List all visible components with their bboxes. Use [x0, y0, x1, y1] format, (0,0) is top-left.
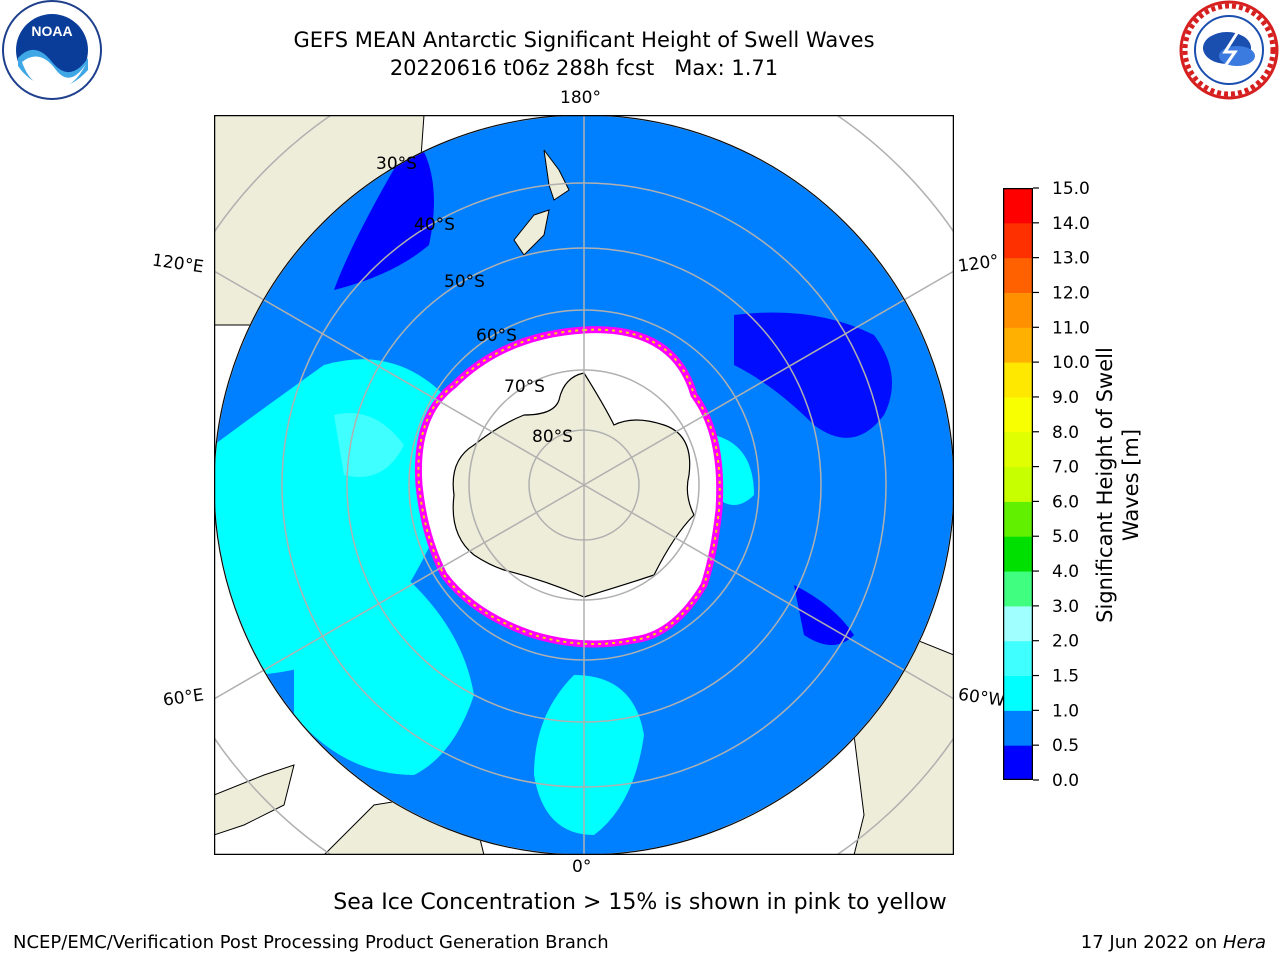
lon-label-180: 180° — [560, 88, 601, 108]
colorbar-bin-12 — [1003, 327, 1033, 363]
colorbar-tick-label: 13.0 — [1052, 249, 1090, 269]
colorbar-bin-10 — [1003, 396, 1033, 433]
swell-cyan-east — [714, 435, 754, 505]
colorbar-bin-4 — [1003, 605, 1033, 642]
title-line-2: 20220616 t06z 288h fcst Max: 1.71 — [389, 56, 779, 80]
colorbar-bin-0 — [1003, 745, 1033, 780]
colorbar-tick-label: 8.0 — [1052, 423, 1079, 443]
nws-logo-icon — [1179, 0, 1279, 100]
colorbar-bin-7 — [1003, 501, 1033, 537]
colorbar-bin-13 — [1003, 292, 1033, 328]
swell-cyan-south — [534, 675, 644, 835]
colorbar-tick-label: 9.0 — [1052, 388, 1079, 408]
colorbar-tick-label: 1.0 — [1052, 701, 1079, 721]
colorbar-bin-6 — [1003, 536, 1033, 572]
colorbar-bin-9 — [1003, 431, 1033, 468]
lon-label-60e: 60°E — [161, 685, 206, 711]
colorbar-bin-8 — [1003, 466, 1033, 502]
colorbar-bin-14 — [1003, 257, 1033, 293]
madagascar-land — [214, 764, 295, 836]
lat-label-50s: 50°S — [444, 272, 485, 292]
lon-label-120e: 120°E — [150, 250, 205, 278]
footer-credit: NCEP/EMC/Verification Post Processing Pr… — [13, 932, 609, 953]
colorbar-tick-label: 3.0 — [1052, 597, 1079, 617]
noaa-logo-icon: NOAA — [2, 0, 102, 100]
swell-light-cyan — [334, 413, 404, 477]
colorbar-tick-label: 14.0 — [1052, 214, 1090, 234]
colorbar-label-line1: Significant Height of Swell — [1093, 347, 1117, 623]
antarctica-land — [452, 372, 695, 598]
colorbar-bin-5 — [1003, 571, 1033, 607]
colorbar-label-line2: Waves [m] — [1119, 428, 1143, 542]
noaa-logo-text: NOAA — [31, 23, 72, 39]
lat-label-60s: 60°S — [476, 326, 517, 346]
colorbar-tick-label: 12.0 — [1052, 283, 1090, 303]
colorbar-ticks: 0.0 0.5 1.0 1.5 2.0 3.0 4.0 5.0 6.0 7.0 8.0 9.0 10.0… — [1033, 180, 1090, 791]
colorbar-bin-11 — [1003, 362, 1033, 398]
colorbar-tick-label: 15.0 — [1052, 180, 1090, 199]
colorbar-bin-16 — [1003, 188, 1033, 224]
colorbar-tick-label: 5.0 — [1052, 527, 1079, 547]
low-swell-patch-nz — [334, 135, 434, 290]
lon-label-0: 0° — [572, 857, 592, 877]
meridian-lines — [214, 115, 954, 855]
lat-label-70s: 70°S — [504, 377, 545, 397]
lon-label-120w: 120° — [956, 251, 1001, 277]
swell-cyan-southwest — [294, 549, 474, 775]
lon-label-60w: 60°W — [956, 684, 1007, 712]
colorbar-tick-label: 10.0 — [1052, 353, 1090, 373]
colorbar-bin-2 — [1003, 675, 1033, 711]
footer-date: 17 Jun 2022 on Hera — [1081, 932, 1266, 953]
footer-host: Hera — [1222, 932, 1266, 953]
footer-date-text: 17 Jun 2022 on — [1080, 932, 1223, 953]
colorbar-tick-label: 6.0 — [1052, 492, 1079, 512]
low-swell-patch-chile — [794, 585, 854, 645]
colorbar-bin-1 — [1003, 710, 1033, 746]
colorbar-tick-label: 2.0 — [1052, 632, 1079, 652]
lat-label-80s: 80°S — [532, 427, 573, 447]
colorbar-tick-label: 7.0 — [1052, 458, 1079, 478]
title-line-1: GEFS MEAN Antarctic Significant Height o… — [293, 28, 875, 52]
colorbar-bin-15 — [1003, 222, 1033, 259]
colorbar — [1003, 188, 1033, 780]
colorbar-tick-label: 1.5 — [1052, 667, 1079, 687]
lat-label-30s: 30°S — [376, 154, 417, 174]
colorbar-tick-label: 0.0 — [1052, 771, 1079, 791]
colorbar-tick-label: 4.0 — [1052, 562, 1079, 582]
colorbar-tick-label: 0.5 — [1052, 736, 1079, 756]
colorbar-bin-3 — [1003, 640, 1033, 677]
sea-ice-note: Sea Ice Concentration > 15% is shown in … — [333, 890, 947, 915]
polar-map: 30°S 40°S 50°S 60°S 70°S 80°S — [214, 115, 954, 855]
colorbar-tick-label: 11.0 — [1052, 318, 1090, 338]
new-zealand-land — [513, 149, 570, 256]
lat-label-40s: 40°S — [414, 215, 455, 235]
map-title: GEFS MEAN Antarctic Significant Height o… — [0, 26, 1168, 82]
